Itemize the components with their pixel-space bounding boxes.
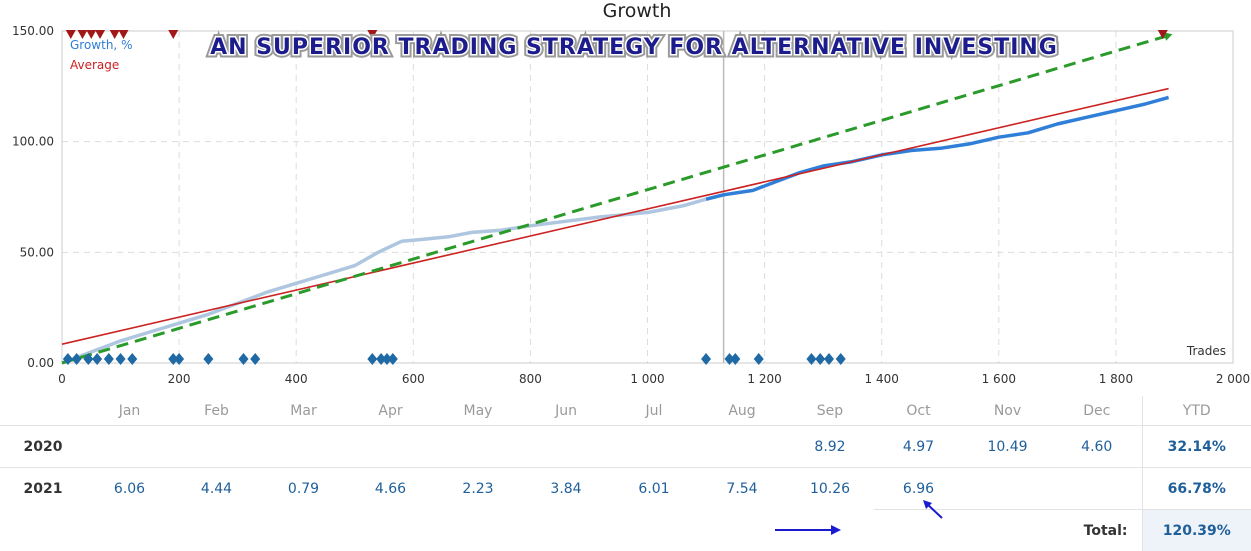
- table-cell: 10.26: [786, 468, 874, 510]
- table-cell: 4.60: [1052, 426, 1142, 468]
- table-cell: [698, 426, 786, 468]
- legend-growth: Growth, %: [70, 38, 132, 52]
- average-series-line: [62, 89, 1169, 345]
- x-tick-label: 1 800: [1099, 372, 1133, 386]
- table-cell: [347, 426, 434, 468]
- header-month: Jul: [610, 396, 698, 426]
- withdrawal-marker: [168, 30, 178, 39]
- table-cell: 4.66: [347, 468, 434, 510]
- x-tick-label: 600: [402, 372, 425, 386]
- y-tick-label: 0.00: [27, 356, 54, 370]
- table-cell: [1052, 468, 1142, 510]
- table-cell: 4.44: [173, 468, 260, 510]
- table-row: 2020 8.92 4.97 10.49 4.60 32.14%: [0, 426, 1251, 468]
- total-spacer: [0, 510, 698, 551]
- x-tick-label: 200: [168, 372, 191, 386]
- table-cell: [522, 426, 610, 468]
- header-year: [0, 396, 86, 426]
- table-cell: 6.06: [86, 468, 173, 510]
- x-tick-label: 1 000: [630, 372, 664, 386]
- total-row: Total: 120.39%: [0, 510, 1251, 551]
- header-month: Sep: [786, 396, 874, 426]
- header-month: Aug: [698, 396, 786, 426]
- table-cell: 3.84: [522, 468, 610, 510]
- header-month: Jun: [522, 396, 610, 426]
- legend-average: Average: [70, 58, 119, 72]
- row-year: 2020: [0, 426, 86, 468]
- table-cell: 7.54: [698, 468, 786, 510]
- table-cell: 4.97: [874, 426, 963, 468]
- table-cell: [173, 426, 260, 468]
- arrow-right-icon: [769, 515, 889, 545]
- total-value: 120.39%: [1142, 510, 1251, 551]
- x-tick-label: 1 400: [865, 372, 899, 386]
- x-tick-label: 2 000: [1216, 372, 1250, 386]
- chart-series: [62, 32, 1172, 363]
- growth-chart: 0 200 400 600 800 1 000 1 200 1 400 1 600 1 800 2 …: [0, 0, 1251, 396]
- header-month: Feb: [173, 396, 260, 426]
- header-month: Jan: [86, 396, 173, 426]
- row-ytd: 32.14%: [1142, 426, 1251, 468]
- row-year: 2021: [0, 468, 86, 510]
- table-cell: [434, 426, 522, 468]
- y-tick-label: 100.00: [12, 135, 54, 149]
- header-month: May: [434, 396, 522, 426]
- header-month: Mar: [260, 396, 347, 426]
- table-cell: 6.01: [610, 468, 698, 510]
- header-month: Apr: [347, 396, 434, 426]
- chart-axes: 0 200 400 600 800 1 000 1 200 1 400 1 600 1 800 2 …: [12, 24, 1250, 386]
- chart-grid: [62, 31, 1233, 363]
- chart-title: Growth: [603, 0, 672, 22]
- table-cell: 0.79: [260, 468, 347, 510]
- table-cell: [610, 426, 698, 468]
- trend-series-line: [62, 35, 1169, 363]
- x-tick-label: 0: [58, 372, 66, 386]
- row-ytd: 66.78%: [1142, 468, 1251, 510]
- monthly-returns-table: Jan Feb Mar Apr May Jun Jul Aug Sep Oct …: [0, 396, 1251, 551]
- header-month: Dec: [1052, 396, 1142, 426]
- table-header-row: Jan Feb Mar Apr May Jun Jul Aug Sep Oct …: [0, 396, 1251, 426]
- total-label: Total:: [874, 510, 1142, 551]
- table-cell: [963, 468, 1052, 510]
- y-tick-label: 150.00: [12, 24, 54, 38]
- header-ytd: YTD: [1142, 396, 1251, 426]
- x-tick-label: 400: [285, 372, 308, 386]
- table-cell: 8.92: [786, 426, 874, 468]
- y-tick-label: 50.00: [20, 245, 54, 259]
- growth-series-line: [706, 97, 1169, 199]
- x-axis-label: Trades: [1186, 344, 1226, 358]
- banner-text: AN SUPERIOR TRADING STRATEGY FOR ALTERNA…: [210, 35, 1058, 60]
- table-cell: [260, 426, 347, 468]
- header-month: Oct: [874, 396, 963, 426]
- total-annotation-area: [698, 510, 874, 551]
- header-month: Nov: [963, 396, 1052, 426]
- arrow-up-left-icon: [918, 496, 948, 526]
- table-cell: 2.23: [434, 468, 522, 510]
- x-tick-label: 1 600: [982, 372, 1016, 386]
- x-tick-label: 800: [519, 372, 542, 386]
- table-cell: [86, 426, 173, 468]
- x-tick-label: 1 200: [747, 372, 781, 386]
- table-cell: 10.49: [963, 426, 1052, 468]
- table-row: 2021 6.06 4.44 0.79 4.66 2.23 3.84 6.01 …: [0, 468, 1251, 510]
- growth-series-line-history: [62, 195, 724, 363]
